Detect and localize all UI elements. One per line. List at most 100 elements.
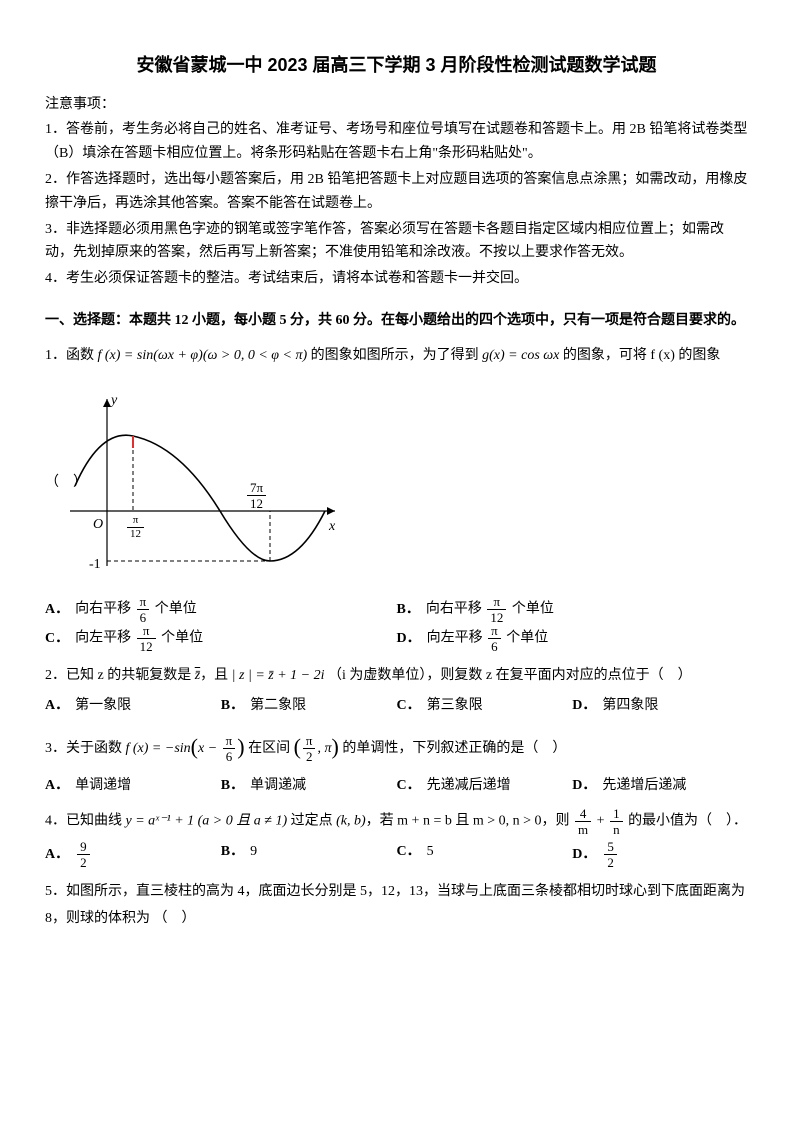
x-tick-frac: π 12 xyxy=(127,515,144,540)
opt-label: A． xyxy=(45,847,69,862)
q4-mid1: 过定点 xyxy=(287,814,336,829)
q2-options: A．第一象限 B．第二象限 C． 第三象限 D． 第四象限 xyxy=(45,694,748,718)
opt-num: 9 xyxy=(77,840,90,854)
q1-expr-f: f (x) = sin(ωx + φ)(ω > 0, 0 < φ < π) xyxy=(98,348,308,363)
q2-part-0: 2．已知 z 的共轭复数是 xyxy=(45,668,195,683)
q4-f2-den: n xyxy=(610,821,623,836)
q4-post: 的最小值为（ ）． xyxy=(625,814,748,829)
q3-option-a: A．单调递增 xyxy=(45,774,221,798)
q1-option-c: C．向左平移 π12 个单位 xyxy=(45,624,397,653)
q3-mid: 在区间 xyxy=(245,741,294,756)
x-tick-den: 12 xyxy=(127,527,144,540)
y-axis-label: y xyxy=(111,389,117,413)
q1-option-b: B．向右平移 π12 个单位 xyxy=(397,595,749,624)
opt-label: D． xyxy=(572,778,596,793)
q3-arg-den: 6 xyxy=(223,748,236,763)
notice-heading: 注意事项： xyxy=(45,93,748,117)
q1-options: A．向右平移 π6 个单位 B．向右平移 π12 个单位 C．向左平移 π12 … xyxy=(45,595,748,653)
q3-arg-num: π xyxy=(223,734,236,748)
opt-den: 2 xyxy=(77,854,90,869)
q3-pre: 3．关于函数 xyxy=(45,741,126,756)
question-3: 3．关于函数 f (x) = −sin(x − π6) 在区间 (π2, π) … xyxy=(45,728,748,770)
opt-num: π xyxy=(488,624,501,638)
opt-text: 单调递减 xyxy=(250,778,306,793)
opt-label: A． xyxy=(45,602,69,617)
opt-label: D． xyxy=(572,698,596,713)
q1-mid: 的图象如图所示，为了得到 xyxy=(307,348,482,363)
q3-option-d: D． 先递增后递减 xyxy=(572,774,748,798)
opt-den: 2 xyxy=(604,854,617,869)
q2-eq: | z | = z̄ + 1 − 2i xyxy=(232,668,325,683)
paren-l: ( xyxy=(294,734,301,759)
q3-option-b: B． 单调递减 xyxy=(221,774,397,798)
q1-expr-g: g(x) = cos ωx xyxy=(482,348,559,363)
opt-label: C． xyxy=(45,631,69,646)
q4-pre: 4．已知曲线 xyxy=(45,814,126,829)
q3-f-pre: f (x) = −sin xyxy=(126,741,191,756)
opt-label: D． xyxy=(397,631,421,646)
q3-post: 的单调性，下列叙述正确的是（ ） xyxy=(339,741,567,756)
opt-post: 个单位 xyxy=(503,631,549,646)
opt-pre: 向右平移 xyxy=(426,602,486,617)
opt-num: 5 xyxy=(604,840,617,854)
opt-label: B． xyxy=(221,698,244,713)
opt-label: C． xyxy=(397,778,421,793)
opt-den: 6 xyxy=(137,609,150,624)
section-1-heading: 一、选择题：本题共 12 小题，每小题 5 分，共 60 分。在每小题给出的四个… xyxy=(45,309,748,333)
q2-part-1: ，且 xyxy=(200,668,232,683)
q3-int-b: π xyxy=(324,741,331,756)
opt-num: π xyxy=(487,595,506,609)
opt-pre: 向左平移 xyxy=(75,631,135,646)
question-2: 2．已知 z 的共轭复数是 z̄，且 | z | = z̄ + 1 − 2i （… xyxy=(45,663,748,690)
question-1: 1．函数 f (x) = sin(ωx + φ)(ω > 0, 0 < φ < … xyxy=(45,343,748,370)
q2-part-2: （i 为虚数单位），则复数 z 在复平面内对应的点位于（ ） xyxy=(328,668,692,683)
q3-int-a-den: 2 xyxy=(303,748,316,763)
opt-post: 个单位 xyxy=(508,602,554,617)
x-axis-arrow xyxy=(327,507,335,515)
x-zero-den: 12 xyxy=(247,495,266,510)
q1-option-d: D．向左平移 π6 个单位 xyxy=(397,624,749,653)
sine-curve xyxy=(75,436,325,562)
x-zero-frac: 7π 12 xyxy=(247,481,266,510)
q4-option-c: C． 5 xyxy=(397,840,573,869)
opt-label: C． xyxy=(397,844,421,859)
x-tick-num: π xyxy=(127,515,144,527)
opt-label: B． xyxy=(221,778,244,793)
paren-l: ( xyxy=(191,734,198,759)
q4-options: A．92 B．9 C．5 D．52 xyxy=(45,840,748,869)
q3-int-a-num: π xyxy=(303,734,316,748)
q4-option-a: A． 92 xyxy=(45,840,221,869)
q4-f1-num: 4 xyxy=(575,807,591,821)
opt-text: 9 xyxy=(250,844,257,859)
q4-curve: y = aˣ⁻¹ + 1 (a > 0 且 a ≠ 1) xyxy=(126,814,288,829)
q3-options: A．单调递增 B． 单调递减 C．先递减后递增 D． 先递增后递减 xyxy=(45,774,748,798)
opt-num: π xyxy=(137,595,150,609)
q4-point: (k, b) xyxy=(336,814,366,829)
opt-text: 第三象限 xyxy=(427,698,483,713)
opt-text: 第四象限 xyxy=(602,698,658,713)
opt-post: 个单位 xyxy=(158,631,204,646)
page-title: 安徽省蒙城一中 2023 届高三下学期 3 月阶段性检测试题数学试题 xyxy=(45,50,748,81)
notice-4: 4．考生必须保证答题卡的整洁。考试结束后，请将本试卷和答题卡一并交回。 xyxy=(45,267,748,291)
q1-option-a: A．向右平移 π6 个单位 xyxy=(45,595,397,624)
paren-r: ) xyxy=(237,734,244,759)
notice-2: 2．作答选择题时，选出每小题答案后，用 2B 铅笔把答题卡上对应题目选项的答案信… xyxy=(45,168,748,216)
q2-option-b: B．第二象限 xyxy=(221,694,397,718)
paren-r: ) xyxy=(332,734,339,759)
q1-graph: （ ） y x O -1 π 12 7π 12 xyxy=(45,381,748,581)
opt-post: 个单位 xyxy=(151,602,197,617)
opt-text: 先递增后递减 xyxy=(602,778,686,793)
opt-label: D． xyxy=(572,847,596,862)
q1-suffix: 的图象，可将 f (x) 的图象 xyxy=(559,348,720,363)
y-min-label: -1 xyxy=(89,553,101,577)
q3-option-c: C．先递减后递增 xyxy=(397,774,573,798)
opt-text: 5 xyxy=(427,844,434,859)
question-5: 5．如图所示，直三棱柱的高为 4，底面边长分别是 5，12，13，当球与上底面三… xyxy=(45,879,748,932)
opt-label: C． xyxy=(397,698,421,713)
q2-option-d: D． 第四象限 xyxy=(572,694,748,718)
opt-text: 单调递增 xyxy=(75,778,131,793)
opt-label: A． xyxy=(45,698,69,713)
q2-option-c: C． 第三象限 xyxy=(397,694,573,718)
q2-option-a: A．第一象限 xyxy=(45,694,221,718)
notice-3: 3．非选择题必须用黑色字迹的钢笔或签字笔作答，答案必须写在答题卡各题目指定区域内… xyxy=(45,218,748,266)
